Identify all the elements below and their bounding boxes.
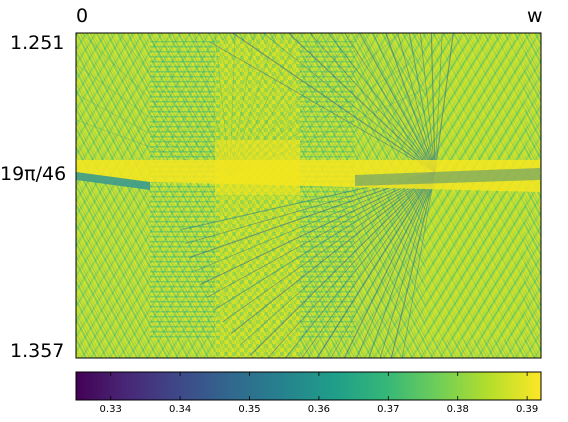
heatmap-ray [229,33,236,177]
x-axis-end-label: w [527,5,543,27]
heatmap-ray [309,33,436,173]
heatmap-ray [76,93,231,177]
colorbar-tick-label: 0.34 [168,404,192,415]
heatmap-ray [385,33,436,173]
heatmap-ray [379,171,436,358]
heatmap-ray [117,33,231,177]
heatmap-ray [343,171,436,358]
heatmap-ray [408,33,436,173]
heatmap-ray [214,171,436,311]
colorbar-tick-label: 0.36 [307,404,331,415]
heatmap-ray [390,171,436,358]
heatmap-plot-area [76,33,541,358]
heatmap-dark-stripe-right [355,168,540,186]
heatmap-ray [358,33,436,173]
heatmap-ray [368,171,436,358]
y-axis-bottom-label: 1.357 [10,340,65,362]
heatmap-bright-band [76,160,540,192]
colorbar-tick-label: 0.35 [238,404,261,415]
heatmap-center-block [215,140,300,195]
heatmap-ray [430,33,436,173]
x-axis-start-label: 0 [76,5,89,27]
heatmap-ray [344,33,436,173]
heatmap-ray [214,33,231,177]
heatmap-ray [356,171,436,358]
heatmap-ray [206,171,436,298]
heatmap-ray [229,33,256,177]
heatmap-ray [316,171,436,358]
colorbar-tick-marks [110,372,528,400]
heatmap-ray [419,33,436,173]
heatmap-ray [284,171,436,358]
colorbar-tick-label: 0.33 [99,404,122,415]
heatmap-band-3 [300,40,355,340]
heatmap-band-1 [150,40,220,340]
heatmap-ray [287,33,436,173]
colorbar-gradient [76,372,541,400]
heatmap-band-2 [215,40,300,358]
heatmap-ray [397,33,436,173]
heatmap-ray [209,41,436,173]
heatmap-ray [262,33,436,173]
heatmap-ray [401,171,436,358]
heatmap-ray [434,33,443,173]
heatmap-ray [240,171,436,345]
heatmap-dark-stripe-left [76,172,150,190]
heatmap-ray [301,171,436,358]
heatmap-ray-fan [76,33,454,358]
heatmap-ray [231,33,436,173]
y-axis-middle-label: 19π/46 [0,163,67,185]
y-axis-top-label: 1.251 [10,32,65,54]
heatmap-ray [200,171,436,285]
heatmap-ray [372,33,436,173]
heatmap-ray [147,33,231,177]
heatmap-ray [81,33,231,177]
heatmap-ray [76,63,231,177]
heatmap-ray [434,33,454,173]
heatmap-ray [230,171,436,334]
colorbar-frame [75,371,542,401]
heatmap-ray [194,171,436,272]
heatmap-ray [327,33,436,173]
heatmap-ray [250,171,436,356]
heatmap-ray [222,171,436,323]
colorbar-tick-label: 0.37 [377,404,400,415]
plot-frame [75,32,542,359]
colorbar-tick-label: 0.38 [446,404,469,415]
colorbar [75,371,542,401]
colorbar-tick-label: 0.39 [515,404,539,415]
heatmap-ray [266,171,436,358]
heatmap-ray [330,171,436,358]
